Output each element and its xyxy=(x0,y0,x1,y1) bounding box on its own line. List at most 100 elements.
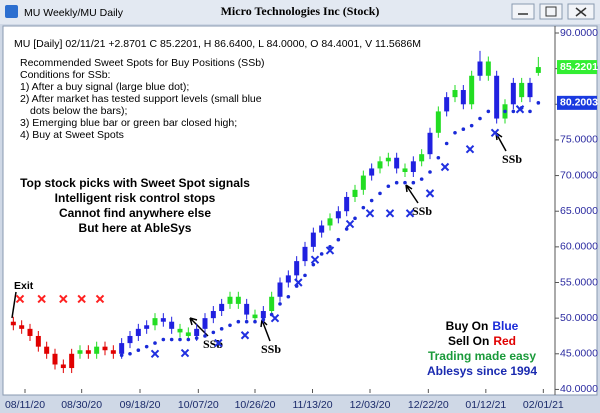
candle-body xyxy=(227,296,233,304)
y-tick-label: 50.0000 xyxy=(560,312,598,324)
candle-body xyxy=(460,90,466,105)
x-marker xyxy=(490,128,500,138)
app-icon xyxy=(5,5,18,18)
x-marker xyxy=(440,162,450,172)
maximize-button[interactable] xyxy=(539,3,563,20)
x-marker xyxy=(15,294,25,304)
candle-body xyxy=(519,82,525,98)
y-tick-label: 60.0000 xyxy=(560,241,598,253)
x-tick-label: 08/30/20 xyxy=(61,399,102,411)
stop-dot xyxy=(219,327,224,331)
stop-dot xyxy=(361,205,366,210)
candle-body xyxy=(444,97,450,112)
x-tick-label: 11/13/20 xyxy=(292,399,332,411)
candle-body xyxy=(260,311,266,319)
markers xyxy=(150,105,525,358)
stop-dot xyxy=(353,216,357,221)
stop-dot xyxy=(119,353,124,358)
y-tick-label: 90.0000 xyxy=(560,27,598,39)
candle-body xyxy=(352,189,358,197)
note-line: 2) After market has tested support level… xyxy=(20,93,262,105)
stop-dot xyxy=(503,109,507,114)
info-line: MU [Daily] 02/11/21 +2.8701 C 85.2201, H… xyxy=(14,38,421,50)
slogan-text: Sell On xyxy=(448,334,489,348)
note-line: Conditions for SSb: xyxy=(20,69,110,81)
candle-body xyxy=(485,61,491,76)
candle-body xyxy=(69,353,75,369)
x-marker xyxy=(180,348,190,358)
candle-body xyxy=(385,157,391,162)
stop-dot xyxy=(161,337,166,342)
candle-body xyxy=(402,168,408,173)
candle-body xyxy=(219,303,225,312)
candle-body xyxy=(510,82,516,105)
price-tag xyxy=(557,60,597,75)
slogan-buy: Buy On Blue xyxy=(446,319,519,333)
candle-body xyxy=(427,132,433,155)
notes: Recommended Sweet Spots for Buy Position… xyxy=(20,57,265,141)
stop-dot xyxy=(144,344,149,349)
candle-body xyxy=(210,311,216,319)
price-tag xyxy=(557,95,597,110)
stop-dot xyxy=(478,116,482,121)
candle-body xyxy=(252,314,258,319)
x-tick-label: 09/18/20 xyxy=(120,399,161,411)
candle-body xyxy=(269,296,275,312)
stop-dot xyxy=(244,319,249,324)
x-tick-label: 12/22/20 xyxy=(408,399,449,411)
slogan: Buy On Blue Sell On Red Trading made easy … xyxy=(427,319,537,378)
stop-dot xyxy=(461,127,466,132)
candle-body xyxy=(177,328,183,333)
stop-dot xyxy=(444,141,449,146)
stop-dot xyxy=(278,302,282,306)
slogan-highlight: Blue xyxy=(492,319,518,333)
candle-body xyxy=(94,346,100,354)
promo-line: Intelligent risk control stops xyxy=(55,191,216,205)
x-tick-label: 02/01/21 xyxy=(523,399,564,411)
candle-body xyxy=(10,321,16,326)
maximize-icon xyxy=(545,6,557,17)
stop-dot xyxy=(411,180,416,185)
candle-body xyxy=(52,353,58,365)
stop-dot xyxy=(136,348,141,353)
stop-dot xyxy=(319,252,324,256)
candle-body xyxy=(235,296,241,304)
candle-body xyxy=(19,325,25,329)
candle-body xyxy=(277,282,283,297)
slogan-line: Ablesys since 1994 xyxy=(427,364,537,378)
promo-line: Cannot find anywhere else xyxy=(59,206,211,220)
stop-dot xyxy=(286,294,291,299)
x-marker xyxy=(294,278,303,287)
candle-body xyxy=(469,75,475,105)
slogan-sell: Sell On Red xyxy=(448,334,516,348)
candle-body xyxy=(135,328,141,336)
stop-dot xyxy=(328,245,332,249)
x-marker xyxy=(214,338,223,348)
stop-dot xyxy=(486,109,491,114)
close-icon xyxy=(575,7,587,17)
candle-body xyxy=(419,154,425,162)
x-marker xyxy=(465,144,475,154)
stop-dot xyxy=(469,123,474,128)
candle-body xyxy=(185,332,191,336)
x-marker xyxy=(59,294,68,304)
note-line: 3) Emerging blue bar or green bar closed… xyxy=(20,117,237,129)
stop-dot xyxy=(453,130,457,135)
title-bar xyxy=(0,0,600,24)
candle-body xyxy=(452,90,458,98)
candle-body xyxy=(102,346,108,351)
y-tick-label: 40.0000 xyxy=(560,383,598,395)
x-marker xyxy=(95,294,105,304)
x-marker xyxy=(405,209,415,218)
window-buttons xyxy=(511,3,595,20)
stop-dot xyxy=(336,237,341,242)
stop-dot xyxy=(403,180,407,185)
minimize-button[interactable] xyxy=(511,3,535,20)
candle-body xyxy=(77,350,83,354)
candle-body xyxy=(377,161,383,169)
annotation: Exit xyxy=(14,280,34,292)
candle-body xyxy=(169,321,175,329)
candle-body xyxy=(85,350,91,354)
stop-dot xyxy=(203,334,207,338)
